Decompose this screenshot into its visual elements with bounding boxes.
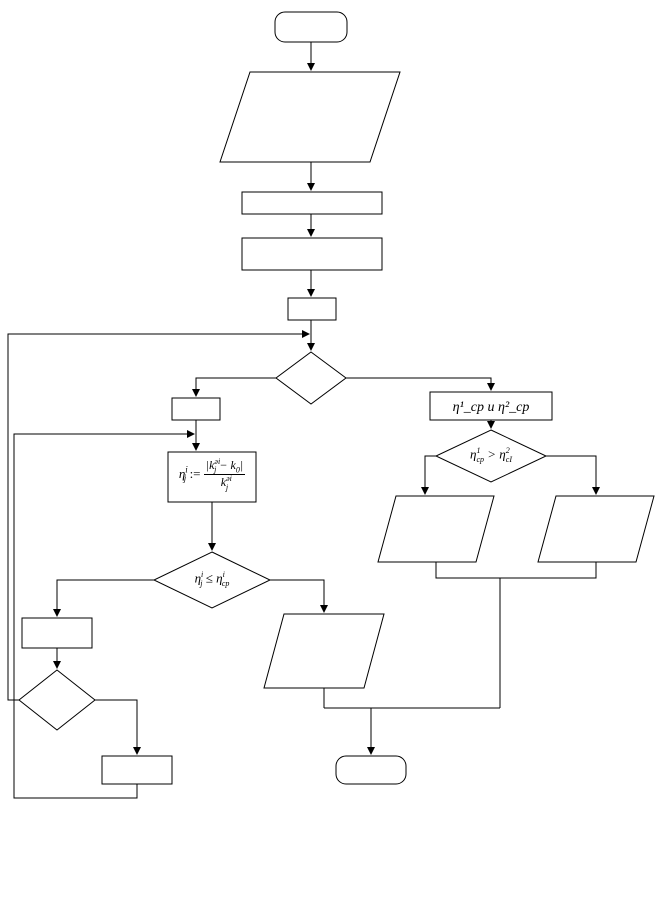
io-node bbox=[264, 614, 384, 688]
edge bbox=[270, 580, 324, 604]
start-node bbox=[275, 12, 347, 42]
flowchart: η¹_cp u η²_cp ηij := |kәij − k0| kәij η1… bbox=[0, 0, 665, 905]
process-node bbox=[288, 298, 336, 320]
io-node bbox=[378, 496, 494, 562]
edge bbox=[500, 562, 596, 578]
process-node bbox=[242, 192, 382, 214]
edge bbox=[425, 456, 436, 486]
edge bbox=[8, 334, 302, 700]
process-node bbox=[242, 238, 382, 270]
node-label: ηij := |kәij − k0| kәij bbox=[168, 452, 256, 502]
decision-node bbox=[276, 352, 346, 404]
decision-node bbox=[19, 670, 95, 730]
edge bbox=[14, 434, 188, 798]
process-node bbox=[102, 756, 172, 784]
io-node bbox=[538, 496, 654, 562]
node-label: η1cp > η2cI bbox=[448, 446, 534, 468]
edge bbox=[546, 456, 596, 486]
edge bbox=[95, 700, 137, 748]
node-label: ηij ≤ ηicp bbox=[172, 570, 252, 592]
edge bbox=[346, 378, 491, 382]
process-node bbox=[172, 398, 220, 420]
edge bbox=[436, 562, 500, 578]
io-node bbox=[220, 72, 400, 162]
edge bbox=[57, 580, 154, 608]
end-node bbox=[336, 756, 406, 784]
node-label: η¹_cp u η²_cp bbox=[453, 400, 530, 415]
process-node bbox=[22, 618, 92, 648]
edge bbox=[196, 378, 276, 388]
